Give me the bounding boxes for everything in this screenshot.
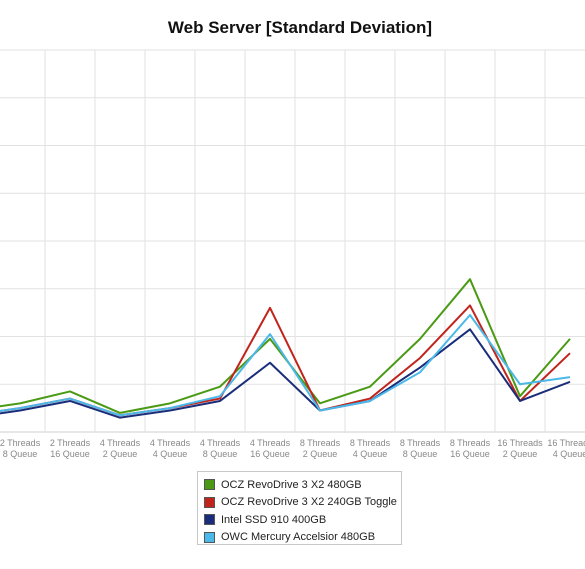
legend-swatch bbox=[204, 479, 215, 491]
x-tick-label: 8 Threads bbox=[350, 438, 391, 448]
x-tick-label: 4 Threads bbox=[200, 438, 241, 448]
x-tick-label: 8 Threads bbox=[450, 438, 491, 448]
legend-label: Intel SSD 910 400GB bbox=[221, 513, 327, 526]
x-tick-label: 8 Queue bbox=[203, 449, 238, 459]
legend-swatch bbox=[204, 531, 215, 543]
legend-item: OCZ RevoDrive 3 X2 480GB bbox=[204, 476, 401, 494]
legend-swatch bbox=[204, 514, 215, 526]
chart-grid bbox=[0, 49, 585, 433]
x-tick-label: 2 Threads bbox=[0, 438, 41, 448]
x-tick-label: 16 Threads bbox=[497, 438, 543, 448]
x-tick-label: 2 Queue bbox=[103, 449, 138, 459]
x-tick-label: 8 Threads bbox=[400, 438, 441, 448]
x-tick-label: 4 Threads bbox=[250, 438, 291, 448]
x-tick-label: 16 Queue bbox=[250, 449, 290, 459]
x-tick-label: 16 Threads bbox=[547, 438, 585, 448]
x-tick-label: 4 Queue bbox=[153, 449, 188, 459]
legend-item: Intel SSD 910 400GB bbox=[204, 511, 401, 529]
chart-series-lines bbox=[0, 278, 571, 419]
series-line bbox=[0, 278, 571, 414]
legend-swatch bbox=[204, 496, 215, 508]
x-tick-label: 4 Queue bbox=[553, 449, 585, 459]
x-tick-label: 2 Queue bbox=[503, 449, 538, 459]
chart-title: Web Server [Standard Deviation] bbox=[167, 18, 433, 37]
legend-item: OWC Mercury Accelsior 480GB bbox=[204, 529, 401, 547]
x-tick-label: 16 Queue bbox=[450, 449, 490, 459]
series-line bbox=[0, 328, 571, 419]
legend-item: OCZ RevoDrive 3 X2 240GB Toggle bbox=[204, 494, 401, 512]
x-tick-label: 2 Threads bbox=[50, 438, 91, 448]
x-tick-label: 4 Threads bbox=[100, 438, 141, 448]
x-tick-label: 8 Threads bbox=[300, 438, 341, 448]
x-tick-label: 8 Queue bbox=[3, 449, 38, 459]
legend-label: OWC Mercury Accelsior 480GB bbox=[221, 531, 376, 544]
x-tick-label: 2 Queue bbox=[303, 449, 338, 459]
x-tick-label: 8 Queue bbox=[403, 449, 438, 459]
x-tick-label: 16 Queue bbox=[50, 449, 90, 459]
series-line bbox=[0, 314, 571, 417]
legend-label: OCZ RevoDrive 3 X2 240GB Toggle bbox=[221, 496, 397, 509]
x-tick-label: 4 Threads bbox=[150, 438, 191, 448]
legend-label: OCZ RevoDrive 3 X2 480GB bbox=[221, 478, 362, 491]
x-tick-label: 4 Queue bbox=[353, 449, 388, 459]
chart-legend: OCZ RevoDrive 3 X2 480GB OCZ RevoDrive 3… bbox=[197, 471, 402, 545]
